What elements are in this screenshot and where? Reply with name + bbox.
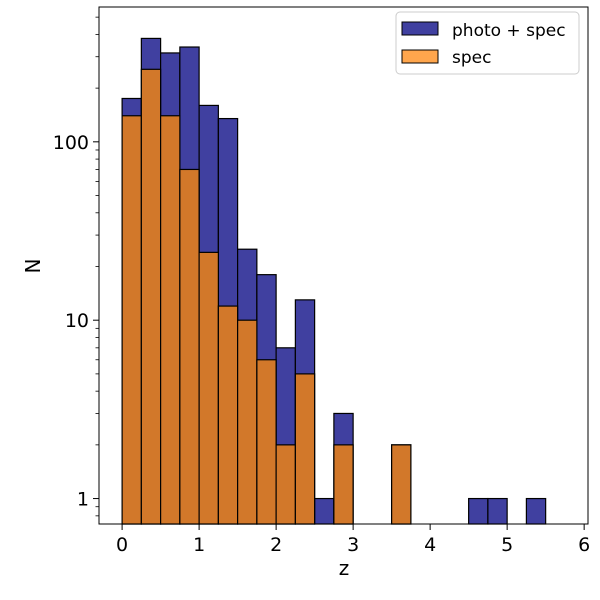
bar-spec-9 [294, 373, 316, 525]
bar-spec-5 [217, 305, 239, 525]
bar-spec-11 [333, 444, 354, 525]
x-tick-label: 5 [501, 534, 513, 556]
bar-spec-1 [140, 68, 162, 525]
plot-frame [98, 6, 589, 525]
bar-spec-3 [179, 168, 200, 525]
bar-spec-0 [121, 115, 142, 525]
bars-group [121, 37, 547, 525]
y-tick-label: 1 [77, 489, 89, 511]
y-axis-label: N [21, 259, 45, 274]
bar-spec-7 [256, 359, 277, 525]
bar-spec-6 [237, 319, 258, 525]
legend-swatch-spec [401, 49, 439, 64]
legend-box [395, 11, 580, 75]
x-tick-label: 4 [424, 534, 436, 556]
legend-label-photo-spec: photo + spec [452, 21, 566, 41]
bar-spec-8 [275, 444, 296, 525]
x-axis: 0 1 2 3 4 5 6 [116, 524, 590, 556]
x-tick-label: 2 [270, 534, 282, 556]
bar-spec-2 [160, 115, 181, 525]
x-tick-label: 3 [347, 534, 359, 556]
x-axis-label: z [339, 556, 350, 580]
bar-photo-spec-18 [468, 497, 489, 525]
legend-swatch-photo-spec [401, 21, 439, 36]
bar-spec-14 [391, 444, 412, 525]
bar-photo-spec-10 [314, 497, 335, 525]
y-tick-label: 10 [65, 310, 89, 332]
legend: photo + spec spec [395, 11, 580, 75]
bar-photo-spec-19 [487, 497, 508, 525]
y-tick-label: 100 [53, 132, 89, 154]
legend-label-spec: spec [452, 48, 491, 68]
x-tick-label: 0 [116, 534, 128, 556]
bar-photo-spec-21 [525, 497, 547, 525]
x-tick-label: 6 [578, 534, 590, 556]
bar-spec-4 [198, 251, 219, 525]
y-axis: 1 10 100 [53, 16, 99, 517]
x-tick-label: 1 [193, 534, 205, 556]
